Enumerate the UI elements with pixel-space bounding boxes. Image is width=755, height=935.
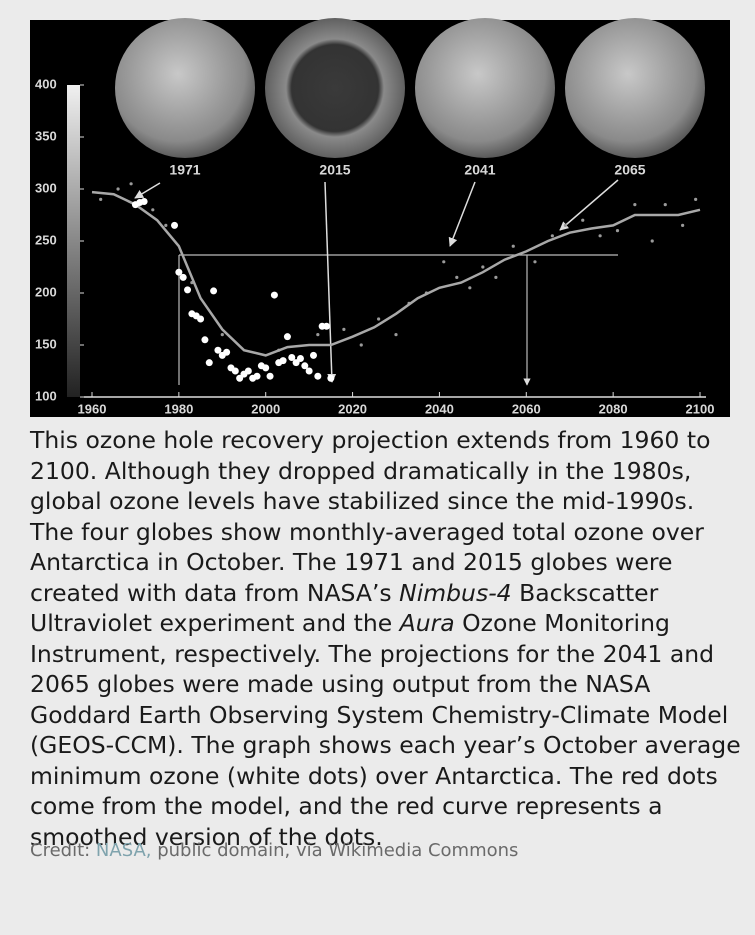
y-tick-label: 400 [35,76,57,91]
x-tick-label: 2080 [599,401,628,416]
x-tick-label: 1980 [164,401,193,416]
globe [415,18,555,158]
model-dot [533,260,537,264]
model-dot [342,327,346,331]
model-dot [650,239,654,243]
observed-dot [201,336,209,344]
observed-dot [301,362,309,370]
observed-dot [184,286,192,294]
model-dot [681,223,685,227]
observed-dot [171,221,179,229]
observed-dot [309,351,317,359]
model-dot [316,333,320,337]
model-dot [511,244,515,248]
observed-dot [236,374,244,382]
x-tick-label: 2000 [251,401,280,416]
model-dot [151,208,155,212]
observed-dot [244,367,252,375]
model-dot [663,203,667,207]
model-dot [220,333,224,337]
model-dot [442,260,446,264]
model-curve [91,190,701,357]
observed-dot [288,353,296,361]
globe [565,18,705,158]
observed-dot [314,372,322,380]
model-dot [581,218,585,222]
globe-label: 2041 [464,162,495,178]
model-dot [550,234,554,238]
caption-text: Backscatter Ultraviolet experiment and t… [30,578,659,638]
y-tick-label: 250 [35,232,57,247]
figure: 100 150 200 250 300 350 400 1960 1980 2000 2020 204… [30,18,730,417]
x-tick-label: 1960 [78,401,107,416]
observed-dot [262,364,270,372]
caption-italic: Aura [399,609,455,637]
model-dot [694,197,698,201]
arrows [134,179,619,383]
observed-dot [323,322,331,330]
model-dot [359,343,363,347]
credit-suffix: public domain, via Wikimedia Commons [151,840,519,861]
model-dot [394,333,398,337]
model-dot [377,317,381,321]
model-dot [598,234,602,238]
credit: Credit: NASA, public domain, via Wikimed… [30,840,518,861]
observed-dot [253,372,261,380]
y-tick-label: 150 [35,336,57,351]
y-tick-label: 300 [35,180,57,195]
observed-dot [223,348,231,356]
model-dot [99,197,103,201]
observed-dot [210,287,218,295]
model-dot [468,286,472,290]
model-dot [481,265,485,269]
guides [178,254,618,386]
observed-dot [305,367,313,375]
model-dot [116,187,120,191]
x-tick-label: 2100 [686,401,715,416]
observed-dot [270,291,278,299]
globe-label: 2015 [319,162,350,178]
observed-dot [283,333,291,341]
model-dot [455,275,459,279]
color-scale [67,85,80,397]
caption-text: This ozone hole recovery projection exte… [30,426,711,607]
credit-prefix: Credit: [30,840,96,861]
observed-dot [205,359,213,367]
observed-dot [140,197,148,205]
observed-dot [231,367,239,375]
caption-italic: Nimbus-4 [399,578,512,607]
observed-dot [175,268,183,276]
globe [115,18,255,158]
y-tick-label: 100 [35,388,57,403]
observed-dot [197,315,205,323]
observed-dot [296,355,304,363]
globe [265,18,405,158]
observed-dot [266,372,274,380]
x-tick-label: 2060 [512,401,541,416]
caption-text: Ozone Monitoring Instrument, respectivel… [30,609,741,851]
x-tick-label: 2040 [425,401,454,416]
model-dot [164,223,168,227]
observed-dot [327,374,335,382]
model-dot [615,229,620,233]
y-tick-label: 350 [35,128,57,143]
credit-link[interactable]: NASA, [95,840,152,861]
observed-dot [279,357,287,365]
y-tick-label: 200 [35,284,57,299]
globe-label: 2065 [614,162,645,178]
model-dot [563,223,567,227]
globe-label: 1971 [169,162,200,178]
caption: This ozone hole recovery projection exte… [30,425,742,852]
model-dot [633,203,637,207]
x-tick-label: 2020 [338,401,367,416]
observed-dot [214,346,222,354]
observed-dot [179,273,187,281]
model-dot [494,275,498,279]
observed-dot [292,359,300,367]
model-dot [129,182,133,186]
